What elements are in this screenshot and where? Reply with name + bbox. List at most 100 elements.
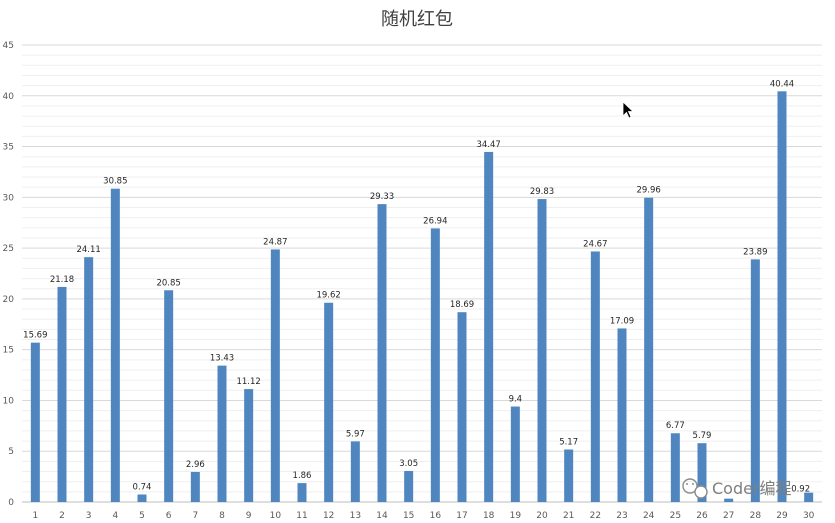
bar (137, 494, 147, 502)
bar (84, 257, 94, 502)
bar (670, 433, 680, 502)
data-label: 5.79 (693, 431, 712, 441)
bar (164, 290, 174, 502)
x-tick-label: 6 (166, 511, 172, 521)
data-label: 19.62 (316, 291, 340, 301)
data-labels: 15.69 21.18 24.11 30.85 0.74 20.85 2.96 13.43 11… (23, 79, 810, 494)
x-tick-label: 18 (483, 511, 495, 521)
data-label: 24.67 (583, 239, 607, 249)
x-tick-label: 24 (643, 511, 655, 521)
x-tick-label: 16 (430, 511, 442, 521)
x-tick-label: 30 (803, 511, 815, 521)
y-axis-ticks: 0 5 10 15 20 25 30 35 40 45 (3, 41, 15, 508)
data-label: 24.11 (76, 245, 100, 255)
x-tick-label: 27 (723, 511, 734, 521)
y-tick-label: 10 (3, 396, 15, 406)
bar (777, 91, 787, 503)
bars (30, 91, 814, 503)
x-tick-label: 14 (376, 511, 388, 521)
bar (590, 251, 600, 502)
y-tick-label: 35 (3, 143, 14, 153)
data-label: 3.05 (399, 459, 418, 469)
bar (724, 498, 734, 502)
x-tick-label: 15 (403, 511, 414, 521)
x-tick-label: 10 (270, 511, 282, 521)
bar (430, 228, 440, 502)
data-label: 17.09 (610, 316, 634, 326)
mouse-pointer-icon (622, 101, 635, 119)
bar (324, 302, 334, 502)
data-label: 20.85 (156, 278, 180, 288)
y-tick-label: 30 (3, 193, 15, 203)
x-tick-label: 12 (323, 511, 334, 521)
bar (30, 342, 40, 502)
bar (297, 483, 307, 502)
data-label: 9.4 (509, 395, 523, 405)
x-tick-label: 9 (246, 511, 252, 521)
x-tick-label: 13 (350, 511, 361, 521)
bar (190, 471, 200, 502)
bar (270, 249, 280, 502)
data-label: 34.47 (476, 140, 500, 150)
data-label: 13.43 (210, 354, 234, 364)
data-label: 23.89 (743, 247, 767, 257)
bar (217, 365, 227, 502)
x-axis-ticks: 1 2 3 4 5 6 7 8 9 10 11 12 13 14 15 16 17 18 19 20 21 22 23 24 2… (32, 511, 814, 521)
x-tick-label: 5 (139, 511, 145, 521)
data-label: 26.94 (423, 216, 447, 226)
x-tick-label: 8 (219, 511, 225, 521)
data-label: 5.17 (559, 437, 578, 447)
bar (697, 443, 707, 502)
y-tick-label: 25 (3, 244, 14, 254)
bar (350, 441, 360, 502)
data-label: 15.69 (23, 331, 47, 341)
chart-title: 随机红包 (381, 9, 453, 30)
x-tick-label: 29 (776, 511, 788, 521)
x-tick-label: 22 (590, 511, 601, 521)
y-tick-label: 45 (3, 41, 14, 51)
data-label: 0.74 (133, 482, 152, 492)
x-tick-label: 4 (112, 511, 118, 521)
bar (404, 471, 414, 502)
wechat-icon (682, 478, 708, 499)
y-tick-label: 40 (3, 92, 15, 102)
x-tick-label: 11 (296, 511, 307, 521)
data-label: 6.77 (666, 421, 685, 431)
bar (110, 188, 120, 502)
bar (377, 204, 387, 502)
x-tick-label: 26 (696, 511, 708, 521)
data-label: 30.85 (103, 177, 127, 187)
x-tick-label: 21 (563, 511, 574, 521)
x-tick-label: 1 (32, 511, 38, 521)
bar (57, 286, 67, 502)
data-label: 29.33 (370, 192, 394, 202)
bar (484, 151, 494, 503)
y-tick-label: 20 (3, 295, 15, 305)
x-tick-label: 23 (616, 511, 627, 521)
data-label: 24.87 (263, 237, 287, 247)
data-label: 18.69 (450, 300, 474, 310)
x-tick-label: 17 (456, 511, 467, 521)
data-label: 21.18 (50, 275, 74, 285)
x-tick-label: 7 (192, 511, 198, 521)
x-tick-label: 3 (86, 511, 92, 521)
y-tick-label: 15 (3, 346, 14, 356)
bar (457, 312, 467, 502)
x-tick-label: 20 (536, 511, 548, 521)
bar (510, 406, 520, 502)
bar (750, 259, 760, 502)
watermark: Coder编程 (682, 478, 792, 499)
data-label: 1.86 (293, 471, 312, 481)
y-tick-label: 5 (8, 447, 14, 457)
data-label: 11.12 (236, 377, 260, 387)
gridlines (22, 44, 822, 503)
data-label: 29.83 (530, 187, 554, 197)
bar (244, 389, 254, 502)
bar (804, 492, 814, 502)
data-label: 5.97 (346, 429, 365, 439)
x-tick-label: 28 (750, 511, 762, 521)
bar (537, 199, 547, 502)
bar (644, 197, 654, 502)
y-tick-label: 0 (8, 498, 14, 508)
